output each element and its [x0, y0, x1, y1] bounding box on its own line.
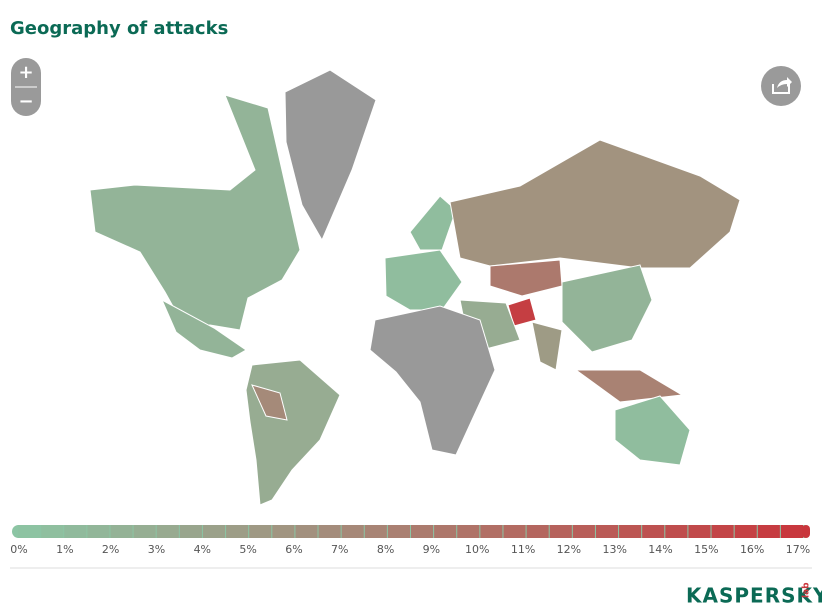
legend-tick-label: 10%	[465, 543, 489, 556]
legend-segment	[133, 525, 156, 538]
legend-segment	[364, 525, 387, 538]
legend-segment	[757, 525, 780, 538]
region	[284, 69, 377, 242]
legend-segment	[411, 525, 434, 538]
legend-tick-label: 0%	[10, 543, 27, 556]
region	[89, 94, 301, 331]
region	[489, 259, 563, 297]
legend-tick-label: 8%	[377, 543, 394, 556]
region	[245, 359, 341, 506]
share-circle[interactable]	[761, 66, 801, 106]
legend-tick-label: 2%	[102, 543, 119, 556]
legend-tick-label: 11%	[511, 543, 535, 556]
legend-segment	[688, 525, 711, 538]
legend-segment	[341, 525, 364, 538]
legend-tick-label: 9%	[423, 543, 440, 556]
legend-segment	[434, 525, 457, 538]
legend-segment	[295, 525, 318, 538]
legend-segment	[780, 525, 803, 538]
share-icon	[772, 84, 790, 94]
zoom-controls: + −	[11, 58, 41, 116]
legend-segment	[202, 525, 226, 538]
logo: KASPERSKY	[686, 584, 822, 608]
region	[160, 298, 247, 359]
legend-segment	[503, 525, 526, 538]
legend-segment	[734, 525, 757, 538]
legend-segment	[526, 525, 549, 538]
region	[251, 384, 288, 421]
legend: 0% 1% 2% 3% 4% 5% 6% 7% 8% 9% 10% 11% 12% 13% 14% 15% 16…	[10, 525, 810, 556]
legend-segment	[226, 525, 249, 538]
region	[409, 195, 457, 251]
region	[384, 249, 463, 311]
legend-tick-label: 14%	[648, 543, 672, 556]
region	[531, 321, 563, 371]
legend-segment	[619, 525, 642, 538]
share-arrow	[777, 77, 792, 88]
legend-tick-label: 7%	[331, 543, 348, 556]
legend-segment	[387, 525, 410, 538]
legend-tick-label: 16%	[740, 543, 764, 556]
world-map	[89, 69, 741, 506]
region	[614, 395, 691, 466]
region	[561, 264, 653, 353]
legend-end	[802, 525, 810, 538]
legend-segment	[595, 525, 619, 538]
legend-segment	[642, 525, 665, 538]
legend-segment	[665, 525, 688, 538]
legend-segment	[18, 525, 41, 538]
region	[369, 305, 496, 456]
legend-segment	[64, 525, 87, 538]
legend-segment	[179, 525, 202, 538]
legend-tick-label: 17%	[786, 543, 810, 556]
region	[574, 369, 684, 403]
share-button[interactable]	[761, 66, 801, 106]
region	[449, 139, 741, 269]
legend-tick-label: 12%	[557, 543, 581, 556]
legend-segment	[457, 525, 480, 538]
legend-segment	[87, 525, 110, 538]
legend-tick-label: 15%	[694, 543, 718, 556]
legend-tick-label: 3%	[148, 543, 165, 556]
legend-segment	[41, 525, 64, 538]
legend-segment	[711, 525, 734, 538]
logo-suffix: lab	[802, 582, 812, 598]
legend-segment	[318, 525, 341, 538]
legend-segment	[549, 525, 572, 538]
zoom-out[interactable]: −	[18, 91, 33, 112]
legend-segment	[156, 525, 179, 538]
legend-tick-label: 5%	[239, 543, 256, 556]
zoom-in[interactable]: +	[18, 62, 33, 83]
legend-tick-label: 6%	[285, 543, 302, 556]
legend-segment	[272, 525, 295, 538]
legend-segment	[249, 525, 272, 538]
legend-segment	[572, 525, 595, 538]
title: Geography of attacks	[10, 18, 228, 39]
legend-segment	[480, 525, 503, 538]
legend-tick-label: 13%	[602, 543, 626, 556]
legend-tick-label: 4%	[194, 543, 211, 556]
legend-segment	[110, 525, 133, 538]
legend-tick-label: 1%	[56, 543, 73, 556]
